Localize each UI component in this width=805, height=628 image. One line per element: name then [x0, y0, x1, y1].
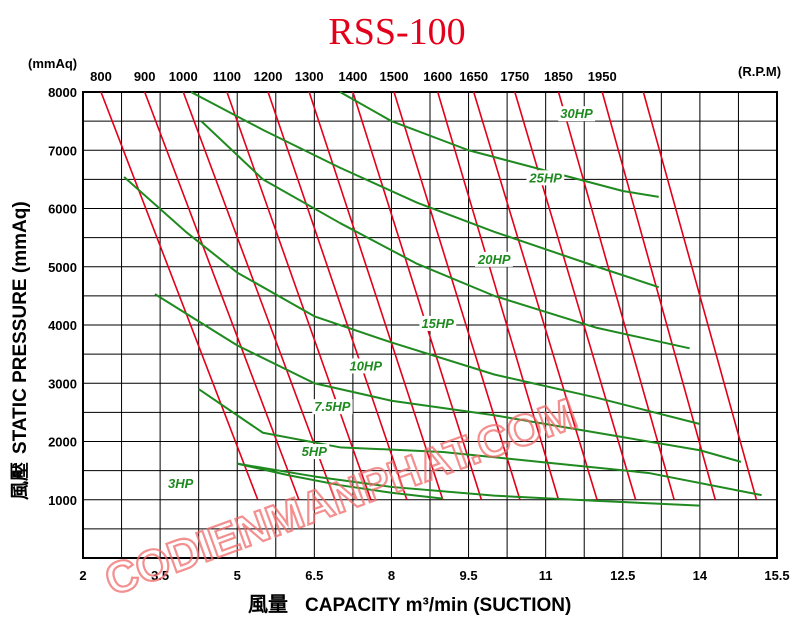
hp-curve [200, 120, 690, 350]
x-axis-title-prefix: 風量 [248, 593, 288, 616]
y-tick-label: 7000 [48, 143, 77, 158]
hp-curve [237, 462, 700, 507]
rpm-line [393, 91, 521, 500]
rpm-line [182, 91, 336, 501]
x-tick-label: 11 [539, 568, 553, 583]
hp-curves [123, 91, 762, 507]
rpm-label: 1750 [500, 69, 529, 84]
x-tick-label: 9.5 [460, 568, 478, 583]
hp-label: 15HP [421, 316, 454, 331]
x-tick-label: 15.5 [764, 568, 789, 583]
rpm-line [308, 91, 444, 500]
x-tick-label: 14 [693, 568, 708, 583]
rpm-label: 800 [90, 69, 112, 84]
rpm-label: 1100 [213, 69, 241, 84]
hp-label-background [166, 476, 196, 492]
hp-label: 25HP [528, 170, 562, 185]
rpm-label: 1300 [295, 69, 324, 84]
hp-label-background [558, 106, 596, 122]
hp-label-background [526, 170, 565, 186]
rpm-line [100, 91, 259, 501]
x-tick-label: 8 [388, 568, 395, 583]
x-tick-label: 5 [234, 568, 241, 583]
rpm-label: 1500 [380, 69, 409, 84]
hp-curve [237, 462, 443, 500]
y-axis-title-prefix: 風壓 [9, 462, 31, 500]
hp-label: 10HP [349, 358, 382, 373]
y-tick-label: 6000 [48, 202, 77, 217]
y-tick-label: 3000 [48, 376, 77, 391]
rpm-lines [100, 91, 758, 501]
hp-curve [154, 293, 742, 463]
rpm-line [436, 91, 560, 500]
rpm-line [352, 91, 483, 500]
y-tick-label: 4000 [48, 318, 77, 333]
rpm-line [557, 91, 675, 500]
x-tick-label: 3.5 [151, 568, 169, 583]
axis-ticks: 2 3.5 5 6.5 8 9.5 11 12.5 14 15.5 1000 2000 3000 4000… [48, 85, 790, 583]
rpm-line [143, 91, 300, 501]
hp-curve [123, 176, 701, 425]
rpm-line [226, 91, 372, 501]
x-axis-title-text: CAPACITY m³/min (SUCTION) [305, 595, 571, 616]
hp-label-background [474, 251, 513, 267]
hp-label: 3HP [168, 476, 194, 491]
y-tick-label: 2000 [48, 435, 77, 450]
rpm-label: 1600 [423, 69, 452, 84]
y-tick-label: 1000 [48, 493, 77, 508]
series-labels: 800 900 1000 1100 1200 1300 1400 1500 1600 1650 17… [90, 69, 617, 492]
hp-label-background [299, 444, 330, 460]
hp-label: 30HP [560, 106, 593, 121]
rpm-label: 1400 [338, 69, 367, 84]
hp-label-background [419, 315, 457, 331]
y-tick-label: 8000 [48, 85, 77, 100]
y-axis-title: 風壓 STATIC PRESSURE (mmAq) [9, 201, 31, 500]
rpm-unit-label: (R.P.M) [738, 64, 781, 79]
rpm-label: 1000 [169, 69, 198, 84]
hp-curve [339, 91, 659, 198]
rpm-label: 1850 [544, 69, 573, 84]
chart-title: RSS-100 [328, 11, 465, 53]
hp-curve [198, 388, 762, 497]
rpm-line [642, 91, 758, 500]
hp-label: 20HP [477, 252, 511, 267]
rpm-label: 900 [134, 69, 156, 84]
rpm-line [514, 91, 637, 500]
rpm-line [267, 91, 408, 501]
y-unit-label: (mmAq) [28, 56, 77, 71]
rpm-label: 1650 [459, 69, 488, 84]
rpm-line [601, 91, 717, 500]
rpm-label: 1950 [588, 69, 617, 84]
hp-label: 7.5HP [314, 399, 350, 414]
x-tick-label: 6.5 [305, 568, 323, 583]
rpm-label: 1200 [254, 69, 283, 84]
hp-label: 5HP [302, 444, 328, 459]
y-axis-title-text: STATIC PRESSURE (mmAq) [10, 201, 31, 454]
hp-label-background [312, 399, 353, 415]
rpm-line [472, 91, 598, 500]
x-tick-label: 2 [79, 568, 86, 583]
y-tick-label: 5000 [48, 260, 77, 275]
hp-curve [190, 91, 660, 289]
hp-label-background [347, 358, 385, 374]
x-tick-label: 12.5 [610, 568, 635, 583]
plot-frame [82, 91, 778, 559]
